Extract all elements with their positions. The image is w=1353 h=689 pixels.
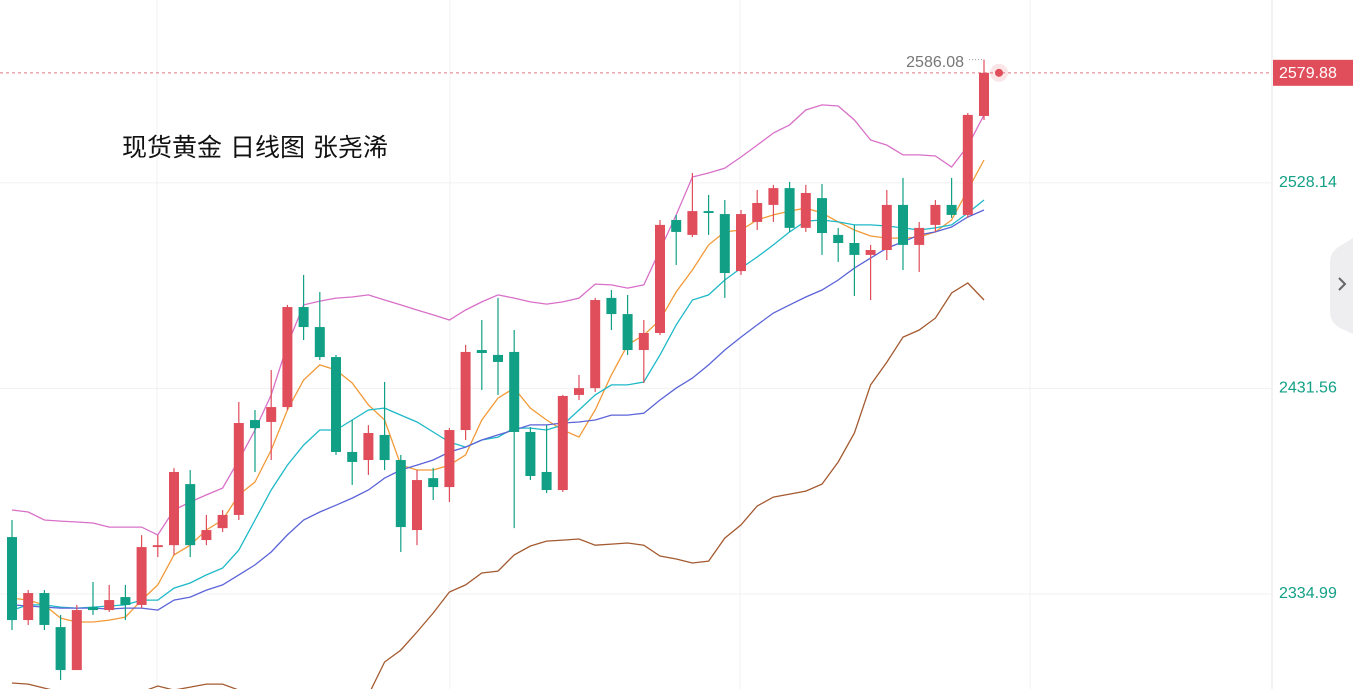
candles (7, 59, 989, 681)
candle-body (412, 480, 422, 531)
candle-body (233, 423, 244, 515)
candle-body (736, 214, 746, 272)
candle-body (800, 192, 811, 228)
last-price-box (1273, 59, 1353, 86)
y-tick-label: 2431.56 (1279, 380, 1337, 397)
chart-title: 现货黄金 日线图 张尧浠 (122, 133, 388, 162)
candle-body (104, 600, 115, 611)
candle-body (217, 514, 228, 529)
candle-body (817, 198, 827, 234)
candle-body (671, 220, 682, 232)
candle-body (120, 597, 131, 605)
candle-body (752, 202, 763, 222)
candle-body (88, 607, 98, 611)
candle-body (865, 250, 876, 255)
candle-body (444, 430, 455, 488)
candle-body (687, 211, 698, 235)
candle-body (768, 188, 779, 205)
candle-body (7, 537, 17, 621)
last-price-label: 2579.88 (1279, 65, 1337, 82)
y-tick-label: 2334.99 (1279, 585, 1337, 602)
indicator-line (11, 209, 985, 611)
expand-arrow[interactable] (1338, 277, 1347, 291)
candle-body (55, 627, 66, 671)
candle-body (476, 350, 487, 354)
candle-body (914, 227, 925, 245)
candle-body (347, 451, 358, 462)
candle-body (282, 307, 293, 408)
candle-body (833, 234, 844, 244)
candle-body (379, 434, 390, 461)
candle-body (962, 114, 973, 215)
side-panel-tab[interactable] (1330, 238, 1353, 334)
candle-body (250, 420, 260, 429)
candle-body (185, 484, 196, 546)
vertical-grid (156, 0, 1031, 689)
candle-body (849, 243, 860, 255)
candle-body (930, 204, 941, 225)
candle-body (719, 214, 730, 274)
y-tick-label: 2528.14 (1279, 174, 1337, 191)
candle-body (881, 204, 892, 251)
indicator-lines (11, 104, 985, 689)
candle-body (946, 204, 957, 215)
candle-body (266, 407, 277, 422)
candle-body (39, 593, 50, 625)
candle-body (557, 395, 568, 491)
candle-body (979, 72, 989, 116)
grid (0, 72, 1272, 595)
candle-body (509, 351, 520, 432)
candle-body (363, 433, 374, 461)
labels: 2334.99 2431.56 2528.14 2579.88 2586.08 (906, 54, 1353, 602)
candle-body (655, 224, 665, 334)
candle-body (525, 431, 536, 477)
candle-body (152, 545, 163, 548)
high-marker-label: 2586.08 (906, 54, 964, 71)
candle-body (541, 471, 552, 491)
candle-body (395, 460, 406, 528)
candle-body (298, 307, 309, 328)
candle-body (606, 297, 617, 315)
candle-body (493, 354, 503, 362)
candle-body (574, 388, 584, 395)
candle-body (136, 547, 147, 605)
candle-body (784, 188, 795, 228)
candle-body (71, 610, 82, 671)
candle-body (201, 530, 212, 541)
candle-body (331, 357, 341, 452)
candle-body (23, 593, 34, 621)
candle-body (898, 204, 908, 245)
live-dot (995, 68, 1003, 77)
candle-body (314, 327, 325, 358)
candle-body (590, 300, 601, 389)
indicator-line (11, 282, 985, 689)
candle-body (622, 314, 633, 351)
candle-body (638, 333, 649, 351)
candle-body (703, 211, 714, 213)
candle-body (428, 478, 439, 488)
candle-body (460, 351, 471, 431)
candle-body (169, 471, 179, 546)
